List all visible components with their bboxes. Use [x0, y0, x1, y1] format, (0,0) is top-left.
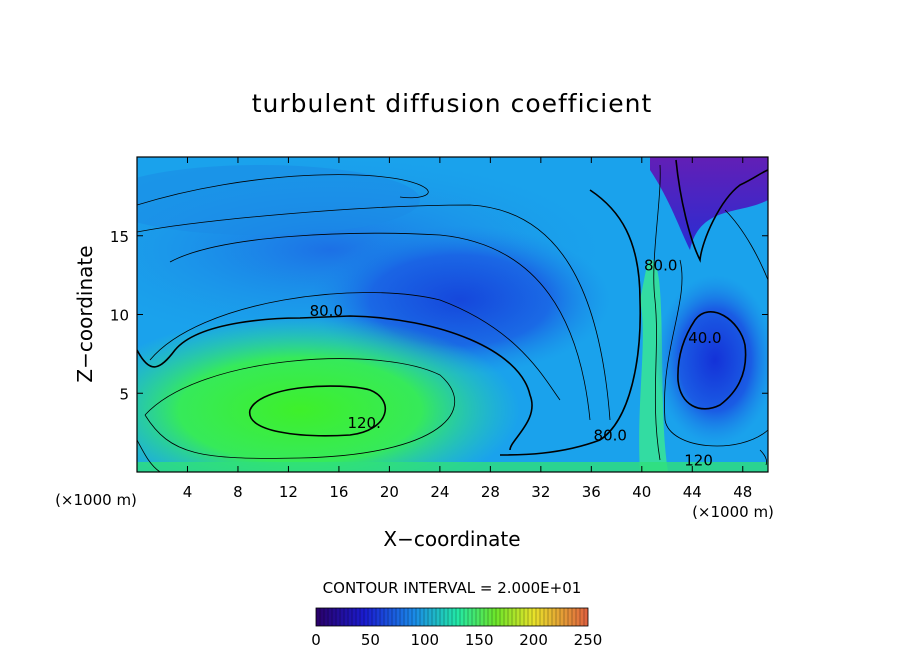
colorbar-ticks: 0 50 100 150 200 250 — [311, 631, 602, 649]
contour-line — [137, 315, 533, 451]
contour-line — [677, 311, 747, 410]
x-axis-label: X−coordinate — [383, 527, 520, 551]
field-right-low-core — [655, 275, 768, 445]
contour-line — [169, 232, 591, 421]
contour-line — [137, 439, 161, 472]
y-tick-label: 10 — [110, 307, 129, 325]
field-high-diffusion-core — [137, 315, 520, 472]
x-axis-ticks: 4 8 12 16 20 24 28 32 36 40 44 48 — [183, 157, 752, 501]
x-tick-label: 16 — [329, 483, 348, 501]
colorbar-stripes — [319, 608, 585, 626]
y-tick-label: 15 — [110, 228, 129, 246]
y-tick-label: 5 — [119, 385, 129, 403]
colorbar-tick-label: 0 — [311, 631, 321, 649]
x-tick-label: 44 — [683, 483, 702, 501]
contour-line — [499, 189, 642, 456]
contour-lines — [137, 159, 768, 472]
x-tick-label: 8 — [233, 483, 243, 501]
x-tick-label: 20 — [380, 483, 399, 501]
field-bottom-strip — [137, 462, 768, 472]
field-green-jet — [639, 259, 668, 472]
plot-area: 80.0 120. 80.0 80.0 40.0 120 — [137, 157, 768, 472]
contour-label: 120. — [347, 414, 380, 432]
contour-line — [759, 449, 768, 466]
x-tick-label: 12 — [279, 483, 298, 501]
contour-label: 120 — [684, 452, 713, 470]
colorbar-tick-label: 50 — [361, 631, 380, 649]
contour-line — [664, 259, 768, 447]
colorbar-tick-label: 250 — [574, 631, 603, 649]
contour-label: 80.0 — [594, 427, 627, 445]
contour-line — [149, 292, 561, 401]
contour-label: 80.0 — [644, 256, 677, 274]
x-tick-label: 4 — [183, 483, 193, 501]
colorbar: 0 50 100 150 200 250 — [311, 607, 602, 649]
contour-label: 40.0 — [688, 329, 721, 347]
contour-line — [653, 164, 661, 461]
field-top-right-minimum — [650, 157, 768, 250]
contour-line — [144, 358, 456, 459]
contour-line — [724, 209, 768, 281]
x-tick-label: 36 — [582, 483, 601, 501]
x-axis-unit-left: (×1000 m) — [55, 491, 137, 509]
colorbar-tick-label: 100 — [410, 631, 439, 649]
x-tick-label: 24 — [430, 483, 449, 501]
contour-label: 80.0 — [310, 302, 343, 320]
field-upper-left-band — [137, 165, 420, 235]
x-tick-label: 32 — [531, 483, 550, 501]
x-tick-label: 28 — [481, 483, 500, 501]
colorbar-tick-label: 150 — [465, 631, 494, 649]
contour-line — [137, 204, 611, 421]
contour-interval-label: CONTOUR INTERVAL = 2.000E+01 — [323, 579, 582, 597]
y-axis-label: Z−coordinate — [73, 245, 97, 382]
contour-labels: 80.0 120. 80.0 80.0 40.0 120 — [310, 256, 722, 470]
contour-line — [249, 385, 387, 437]
contour-line — [137, 174, 429, 206]
y-axis-ticks: 5 10 15 — [110, 228, 768, 403]
contour-line — [675, 159, 768, 263]
x-axis-unit-right: (×1000 m) — [692, 503, 774, 521]
colorbar-tick-label: 200 — [519, 631, 548, 649]
chart-title: turbulent diffusion coefficient — [252, 89, 653, 118]
x-tick-label: 48 — [733, 483, 752, 501]
x-tick-label: 40 — [632, 483, 651, 501]
